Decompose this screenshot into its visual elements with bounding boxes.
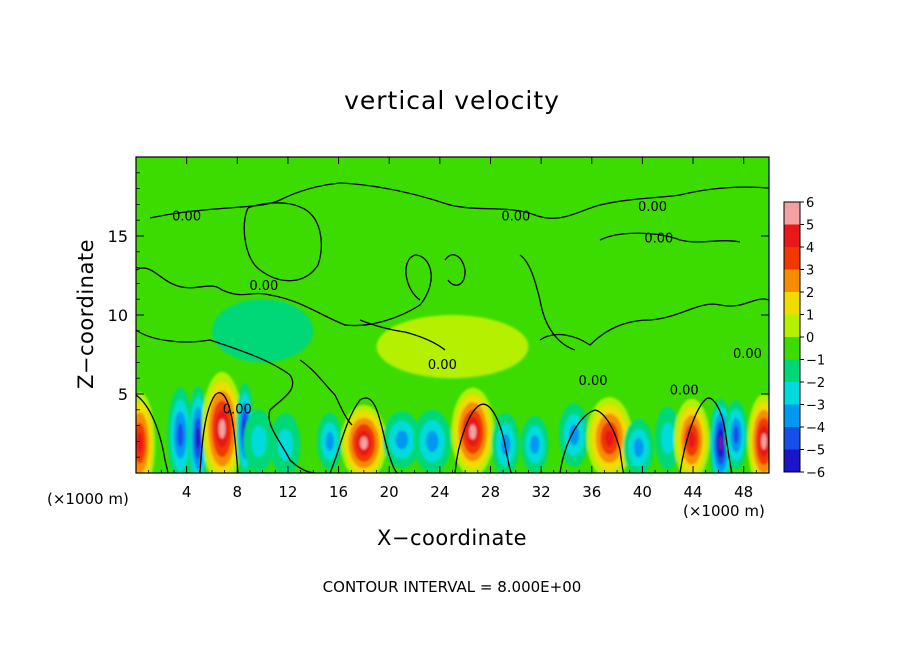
colorbar-label-4: 2 <box>806 286 814 301</box>
x-tick-label-2: 12 <box>278 483 297 501</box>
contour-line-10 <box>539 298 769 346</box>
velocity-cell-12 <box>491 412 520 473</box>
x-tick-label-4: 20 <box>380 483 399 501</box>
colorbar-swatch-3 <box>784 269 800 293</box>
contour-line-13 <box>299 359 353 426</box>
velocity-cell-1 <box>167 387 193 473</box>
colorbar-swatch-2 <box>784 247 800 270</box>
contour-label-5: 0.00 <box>223 402 252 417</box>
velocity-cell-20 <box>724 400 748 470</box>
velocity-cell-6 <box>270 412 301 473</box>
colorbar-label-5: 1 <box>806 309 814 324</box>
contour-line-11 <box>444 254 466 286</box>
contour-line-14 <box>519 254 576 351</box>
colorbar-swatch-7 <box>784 359 800 383</box>
contour-line-9 <box>199 392 239 473</box>
colorbar-swatch-4 <box>784 292 800 315</box>
contour-line-6 <box>559 409 625 473</box>
colorbar-label-2: 4 <box>806 241 814 256</box>
contour-label-2: 0.00 <box>638 200 667 215</box>
velocity-cell-3 <box>201 371 243 473</box>
contour-labels: 0.00 0.00 0.00 0.00 0.00 0.00 0.00 0.00 0.00 0.00 <box>172 200 762 417</box>
colorbar-swatch-0 <box>784 202 800 225</box>
colorbar-label-12: −6 <box>806 466 825 481</box>
y-tick-label-1: 10 <box>108 306 128 325</box>
colorbar-swatch-9 <box>784 404 800 428</box>
colorbar-label-6: 0 <box>806 331 814 346</box>
contour-line-8 <box>136 394 169 473</box>
contour-line-1 <box>243 202 322 282</box>
contour-line-2 <box>136 254 432 327</box>
x-tick-label-10: 44 <box>683 483 702 501</box>
colorbar-swatch-10 <box>784 427 800 450</box>
chart-title: vertical velocity <box>344 86 560 115</box>
velocity-cell-9 <box>382 411 421 469</box>
x-tick-label-11: 48 <box>734 483 753 501</box>
colorbar-label-3: 3 <box>806 264 814 279</box>
contour-line-5 <box>454 403 513 473</box>
colorbar-label-7: −1 <box>806 354 825 369</box>
x-tick-label-5: 24 <box>430 483 449 501</box>
x-unit-left: (×1000 m) <box>47 490 129 508</box>
x-tick-label-1: 8 <box>233 483 243 501</box>
velocity-cell-17 <box>655 406 681 470</box>
contour-interval-note: CONTOUR INTERVAL = 8.000E+00 <box>322 578 582 596</box>
x-tick-label-7: 32 <box>532 483 551 501</box>
y-tick-label-2: 15 <box>108 227 128 246</box>
colorbar-swatch-8 <box>784 382 800 405</box>
colorbar-swatch-1 <box>784 224 800 248</box>
colorbar-label-9: −3 <box>806 399 825 414</box>
contour-line-4 <box>329 397 399 473</box>
contour-label-1: 0.00 <box>501 210 530 225</box>
x-axis-label: X−coordinate <box>377 526 527 550</box>
velocity-cell-23 <box>211 299 314 363</box>
contour-line-3 <box>136 329 316 473</box>
x-tick-label-9: 40 <box>633 483 652 501</box>
velocity-cell-13 <box>520 416 549 473</box>
contour-line-0 <box>149 182 769 219</box>
colorbar-label-1: 5 <box>806 219 814 234</box>
colorbar-swatch-5 <box>784 314 800 338</box>
velocity-cell-19 <box>709 398 733 473</box>
zero-contours <box>136 182 769 473</box>
contour-label-3: 0.00 <box>644 232 673 247</box>
y-axis-label: Z−coordinate <box>74 239 98 389</box>
x-tick-label-8: 36 <box>582 483 601 501</box>
colorbar-label-8: −2 <box>806 376 825 391</box>
x-tick-label-6: 28 <box>481 483 500 501</box>
velocity-cell-7 <box>317 412 343 470</box>
contour-label-9: 0.00 <box>733 347 762 362</box>
contour-label-8: 0.00 <box>670 383 699 398</box>
velocity-cell-8 <box>341 405 387 473</box>
x-unit-right: (×1000 m) <box>683 502 765 520</box>
velocity-cell-5 <box>243 409 274 473</box>
colorbar-label-10: −4 <box>806 421 825 436</box>
contour-label-0: 0.00 <box>172 210 201 225</box>
y-axis-ticks: 5 10 15 <box>108 172 769 458</box>
x-tick-label-3: 16 <box>329 483 348 501</box>
velocity-cell-0 <box>136 392 155 473</box>
colorbar: 6 5 4 3 2 1 0 −1 −2 −3 −4 −5 −6 <box>783 196 825 481</box>
contour-label-7: 0.00 <box>579 374 608 389</box>
velocity-cell-22 <box>376 315 529 379</box>
velocity-cell-10 <box>413 409 452 473</box>
contour-line-12 <box>599 232 741 243</box>
contour-label-6: 0.00 <box>428 358 457 373</box>
colorbar-label-11: −5 <box>806 444 825 459</box>
contour-line-7 <box>679 397 733 473</box>
velocity-cell-21 <box>747 394 769 473</box>
colorbar-swatch-6 <box>784 337 800 360</box>
y-tick-label-0: 5 <box>118 385 128 404</box>
colorbar-label-0: 6 <box>806 196 814 211</box>
contour-line-15 <box>359 319 446 351</box>
velocity-cell-18 <box>674 398 710 473</box>
x-tick-label-0: 4 <box>182 483 192 501</box>
x-axis-ticks: 4 8 12 16 20 24 28 32 36 40 44 48 <box>148 157 757 501</box>
velocity-cell-16 <box>623 419 654 473</box>
colorbar-swatch-11 <box>784 449 800 473</box>
contour-label-4: 0.00 <box>249 279 278 294</box>
velocity-cell-11 <box>451 387 495 473</box>
